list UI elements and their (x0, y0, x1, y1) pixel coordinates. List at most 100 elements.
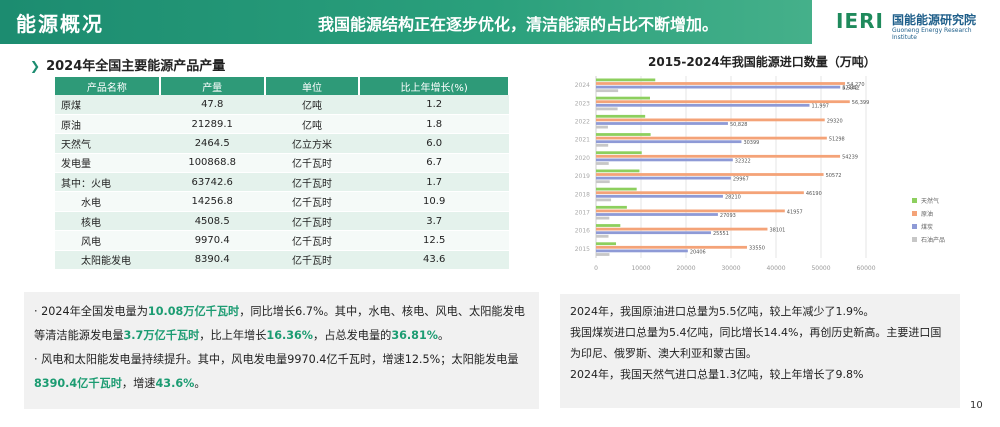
bar-煤炭 (596, 158, 733, 162)
growth-cell: 1.7 (359, 172, 509, 193)
output-cell: 2464.5 (159, 133, 265, 154)
y-tick-label: 2023 (575, 100, 590, 107)
bar-原油 (596, 136, 827, 140)
product-name-cell: 水电 (55, 191, 160, 212)
data-label: 33550 (749, 246, 765, 252)
output-cell: 9970.4 (159, 230, 265, 251)
bar-石油产品 (596, 253, 610, 256)
x-tick-label: 40000 (766, 265, 785, 272)
bar-天然气 (596, 242, 617, 246)
bar-天然气 (596, 114, 646, 118)
note-text: ，增速 (121, 377, 156, 390)
note-text: ，占总发电量的 (313, 329, 392, 342)
data-label: 51298 (829, 137, 845, 143)
data-label: 54239 (842, 155, 858, 161)
y-tick-label: 2024 (575, 82, 590, 89)
x-tick-label: 50000 (811, 265, 830, 272)
col-header-growth: 比上年增长(%) (359, 77, 510, 95)
section-title-production: ❯ 2024年全国主要能源产品产量 (30, 55, 225, 74)
product-name-cell: 核电 (55, 211, 160, 232)
product-name-cell: 风电 (55, 230, 160, 251)
table-row: 核电 4508.5 亿千瓦时 3.7 (55, 211, 509, 232)
unit-cell: 亿千瓦时 (264, 191, 360, 212)
bar-天然气 (596, 187, 637, 191)
y-tick-label: 2017 (575, 210, 590, 217)
legend-label: 煤炭 (921, 223, 933, 231)
page-number: 10 (970, 400, 983, 411)
unit-cell: 亿千瓦时 (264, 250, 360, 271)
data-label: 28210 (725, 195, 741, 201)
bar-原油 (596, 191, 804, 195)
highlight-value: 3.7万亿千瓦时 (123, 329, 200, 342)
data-label: 11,997 (811, 104, 829, 110)
logo-mark: IERI (836, 9, 884, 33)
x-tick-label: 0 (594, 265, 598, 272)
bar-天然气 (596, 205, 627, 209)
table-row: 原油 21289.1 亿吨 1.8 (55, 114, 509, 135)
bar-煤炭 (596, 103, 810, 107)
table-row: 其中：火电 63742.6 亿千瓦时 1.7 (55, 172, 509, 193)
chevron-right-icon: ❯ (30, 59, 41, 73)
import-bar-chart: 0 10000 20000 30000 40000 50000 60000 2024 54,27… (575, 76, 945, 272)
data-label: 29967 (733, 177, 749, 183)
section-title-text: 2024年全国主要能源产品产量 (46, 59, 226, 74)
table-row: 原煤 47.8 亿吨 1.2 (55, 95, 509, 115)
header-band (0, 0, 812, 44)
legend-swatch (912, 211, 917, 216)
product-name-cell: 天然气 (55, 133, 160, 154)
note-text: ，同比增长6.7%。其中，水电、核电、风电、太阳能发电等清洁能源发电量 (34, 305, 525, 342)
bar-煤炭 (596, 140, 742, 144)
product-name-cell: 发电量 (55, 153, 160, 174)
table-row: 风电 9970.4 亿千瓦时 12.5 (55, 230, 509, 251)
highlight-value: 43.6% (155, 377, 195, 390)
bar-原油 (596, 154, 841, 158)
data-label: 54,270 (847, 82, 865, 88)
legend-label: 石油产品 (921, 236, 945, 244)
production-table: 产品名称 产量 单位 比上年增长(%) 原煤 47.8 亿吨 1.2 原油 21289.1… (55, 77, 510, 271)
bar-煤炭 (596, 122, 728, 125)
unit-cell: 亿千瓦时 (264, 230, 360, 251)
ieri-logo: IERI 国能能源研究院 Guoneng Energy Research Ins… (836, 9, 996, 41)
unit-cell: 亿千瓦时 (264, 153, 360, 174)
note-text: 。 (194, 377, 206, 390)
growth-cell: 10.9 (359, 191, 509, 212)
bar-原油 (596, 245, 747, 249)
data-label: 20406 (690, 249, 706, 255)
legend-swatch (912, 224, 917, 229)
bar-天然气 (596, 133, 651, 136)
import-note-coal: 我国煤炭进口总量为5.4亿吨，同比增长14.4%，再创历史新高。主要进口国为印尼… (570, 326, 942, 360)
data-label: 30399 (743, 140, 759, 146)
page-title: 能源概况 (16, 12, 104, 36)
data-label: 47442 (842, 86, 858, 92)
bar-石油产品 (596, 216, 610, 220)
legend-label: 天然气 (921, 197, 939, 205)
growth-cell: 1.8 (359, 114, 509, 135)
y-tick-label: 2016 (575, 228, 590, 235)
data-label: 50572 (826, 173, 842, 179)
growth-cell: 43.6 (359, 250, 509, 271)
import-summary: 2024年，我国原油进口总量为5.5亿吨，较上年减少了1.9%。 我国煤炭进口总… (560, 294, 960, 408)
unit-cell: 亿吨 (264, 114, 360, 135)
bar-石油产品 (596, 180, 610, 184)
output-cell: 4508.5 (159, 211, 265, 232)
growth-cell: 6.7 (359, 153, 509, 174)
bar-石油产品 (596, 107, 618, 111)
highlight-value: 36.81% (391, 329, 438, 342)
table-row: 水电 14256.8 亿千瓦时 10.9 (55, 191, 509, 212)
bar-煤炭 (596, 176, 731, 180)
col-header-product: 产品名称 (55, 77, 161, 95)
x-tick-label: 30000 (721, 265, 740, 272)
import-note-oil: 2024年，我国原油进口总量为5.5亿吨，较上年减少了1.9%。 (570, 305, 875, 318)
table-row: 发电量 100868.8 亿千瓦时 6.7 (55, 153, 509, 174)
bar-石油产品 (596, 162, 609, 165)
unit-cell: 亿立方米 (264, 133, 360, 154)
bar-原油 (596, 227, 768, 231)
legend-label: 原油 (921, 210, 933, 218)
output-cell: 8390.4 (159, 250, 265, 271)
table-row: 太阳能发电 8390.4 亿千瓦时 43.6 (55, 250, 509, 271)
product-name-cell: 原煤 (55, 95, 160, 115)
bar-煤炭 (596, 231, 711, 235)
output-cell: 14256.8 (159, 191, 265, 212)
bar-原油 (596, 118, 825, 122)
